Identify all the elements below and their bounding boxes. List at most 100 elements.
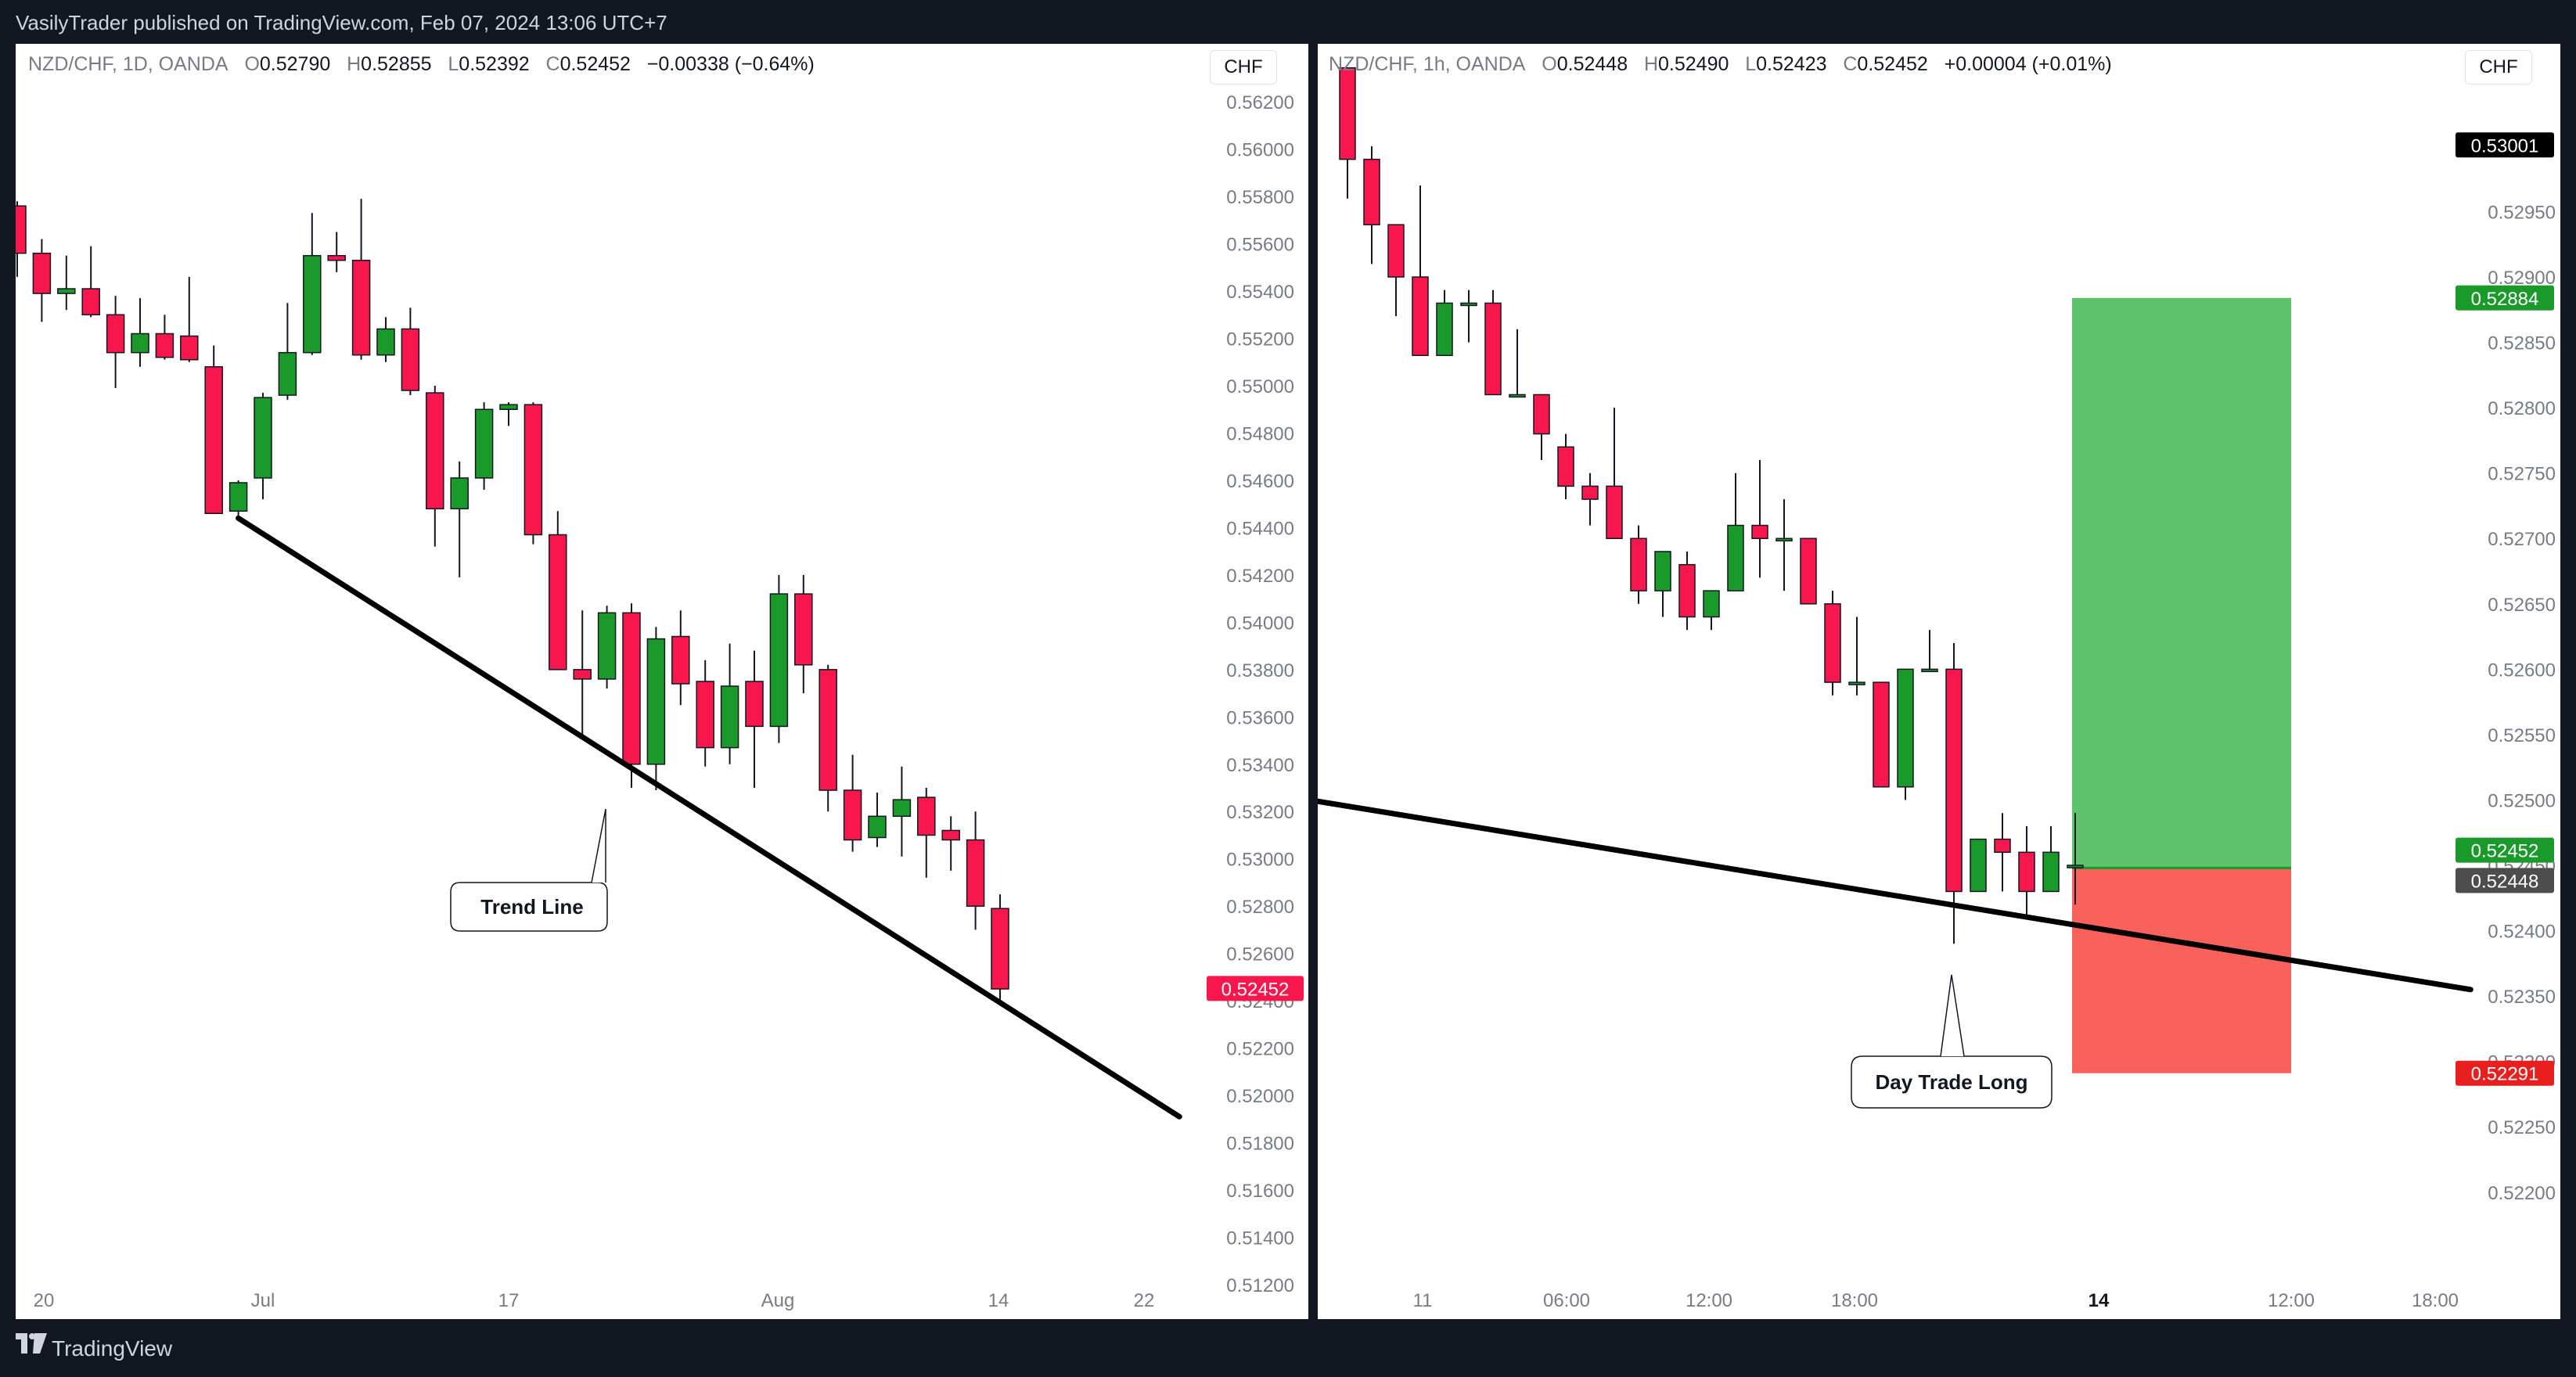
change-value: −0.00338 (−0.64%) xyxy=(646,53,815,75)
low-label: L xyxy=(1745,53,1757,75)
time-tick-label: 12:00 xyxy=(2268,1290,2315,1311)
hourly-chart-canvas[interactable]: 0.52950 0.52900 0.52850 0.52800 0.52750 0.527… xyxy=(1318,44,2560,1319)
bearish-candle xyxy=(523,404,543,536)
stop-loss-badge xyxy=(2455,1060,2554,1086)
tradingview-logo-icon xyxy=(16,1333,47,1354)
high-value: 0.52490 xyxy=(1658,53,1729,75)
price-tick-label: 0.56000 xyxy=(1226,140,1294,161)
change-value: +0.00004 (+0.01%) xyxy=(1944,53,2112,75)
daily-chart-canvas[interactable]: 0.56200 0.56000 0.55800 0.55600 0.55400 0.552… xyxy=(16,44,1308,1319)
publisher-info: VasilyTrader published on TradingView.co… xyxy=(16,11,667,34)
bullish-candle xyxy=(2067,865,2084,868)
bullish-candle xyxy=(868,815,887,839)
price-tick-label: 0.52350 xyxy=(2488,987,2556,1008)
bearish-candle xyxy=(1387,224,1405,278)
bullish-candle xyxy=(278,351,297,396)
bullish-candle xyxy=(2042,851,2060,893)
time-tick-label: 14 xyxy=(2089,1290,2110,1311)
bearish-candle xyxy=(991,908,1009,990)
price-tick-label: 0.52250 xyxy=(2488,1117,2556,1138)
bearish-candle xyxy=(401,328,420,391)
price-tick-label: 0.52500 xyxy=(2488,790,2556,811)
bullish-candle xyxy=(1727,524,1744,591)
bearish-candle xyxy=(327,254,346,261)
price-tick-label: 0.51200 xyxy=(1226,1275,1294,1296)
price-tick-label: 0.54200 xyxy=(1226,566,1294,587)
bullish-candle xyxy=(450,477,469,509)
price-tick-label: 0.52200 xyxy=(1226,1039,1294,1060)
bullish-candle xyxy=(1775,537,1793,541)
stop-loss-badge-text: 0.52291 xyxy=(2471,1064,2539,1085)
price-tick-label: 0.51600 xyxy=(1226,1181,1294,1202)
bullish-candle xyxy=(499,404,518,410)
close-value: 0.52452 xyxy=(1857,53,1928,75)
bullish-candle xyxy=(1970,838,1987,893)
time-tick-label: 11 xyxy=(1413,1290,1433,1311)
hourly-chart-panel[interactable]: 0.52950 0.52900 0.52850 0.52800 0.52750 0.527… xyxy=(1318,44,2560,1319)
bearish-candle xyxy=(1945,668,1963,893)
open-label: O xyxy=(1542,53,1557,75)
trend-line xyxy=(236,515,1182,1120)
trend-line xyxy=(1318,798,2473,993)
bullish-candle xyxy=(228,482,248,512)
bullish-candle xyxy=(1897,668,1914,788)
time-tick-label: 18:00 xyxy=(1831,1290,1878,1311)
price-tick-label: 0.52700 xyxy=(2488,529,2556,550)
callout-pointer xyxy=(1940,974,1965,1057)
currency-button[interactable]: CHF xyxy=(2465,50,2532,84)
price-tick-label: 0.52750 xyxy=(2488,464,2556,485)
bearish-candle xyxy=(426,392,444,509)
price-tick-label: 0.54800 xyxy=(1226,423,1294,444)
open-label: O xyxy=(244,53,260,75)
bearish-candle xyxy=(1606,485,1623,539)
price-tick-label: 0.52950 xyxy=(2488,202,2556,223)
bearish-candle xyxy=(671,635,690,685)
publish-header: VasilyTrader published on TradingView.co… xyxy=(0,0,2576,44)
entry-price-badge-text: 0.52448 xyxy=(2471,871,2539,892)
bearish-candle xyxy=(1581,485,1599,500)
price-tick-label: 0.52800 xyxy=(2488,398,2556,419)
bearish-candle xyxy=(180,335,199,361)
low-value: 0.52392 xyxy=(459,53,530,75)
bullish-candle xyxy=(1921,668,1938,673)
daily-chart-legend: NZD/CHF, 1D, OANDA O0.52790 H0.52855 L0.… xyxy=(28,53,815,76)
bullish-candle xyxy=(303,254,322,354)
price-tick-label: 0.54000 xyxy=(1226,613,1294,634)
bearish-candle xyxy=(1824,603,1841,683)
bullish-candle xyxy=(892,799,912,818)
time-tick-label: 17 xyxy=(498,1290,520,1311)
close-label: C xyxy=(1843,53,1858,75)
currency-button[interactable]: CHF xyxy=(1210,50,1277,84)
price-tick-label: 0.55400 xyxy=(1226,282,1294,303)
price-tick-label: 0.53200 xyxy=(1226,802,1294,823)
time-tick-label: Jul xyxy=(251,1290,275,1311)
daily-chart-panel[interactable]: 0.56200 0.56000 0.55800 0.55600 0.55400 0.552… xyxy=(16,44,1308,1319)
bearish-candle xyxy=(81,288,100,316)
bullish-candle xyxy=(720,685,739,749)
price-tick-label: 0.54400 xyxy=(1226,518,1294,539)
bearish-candle xyxy=(1873,681,1890,788)
close-label: C xyxy=(545,53,560,75)
take-profit-zone xyxy=(2072,297,2291,868)
time-tick-label: 22 xyxy=(1134,1290,1155,1311)
stop-loss-zone xyxy=(2072,868,2291,1073)
bullish-candle xyxy=(1436,302,1453,357)
high-label: H xyxy=(347,53,362,75)
price-tick-label: 0.55600 xyxy=(1226,235,1294,256)
bullish-candle xyxy=(1509,394,1526,398)
price-tick-label: 0.53600 xyxy=(1226,707,1294,728)
price-tick-label: 0.55000 xyxy=(1226,376,1294,397)
price-tick-label: 0.54600 xyxy=(1226,471,1294,492)
low-label: L xyxy=(448,53,459,75)
take-profit-badge-text: 0.52884 xyxy=(2471,289,2539,310)
close-value: 0.52452 xyxy=(559,53,631,75)
bearish-candle xyxy=(351,260,371,356)
high-label: H xyxy=(1643,53,1659,75)
bullish-candle xyxy=(376,328,395,356)
time-tick-label: 18:00 xyxy=(2412,1290,2459,1311)
bearish-candle xyxy=(1994,838,2011,854)
price-tick-label: 0.51400 xyxy=(1226,1228,1294,1249)
bearish-candle xyxy=(16,205,27,254)
tradingview-brand[interactable]: TradingView xyxy=(52,1336,173,1361)
bullish-candle xyxy=(1654,551,1671,591)
